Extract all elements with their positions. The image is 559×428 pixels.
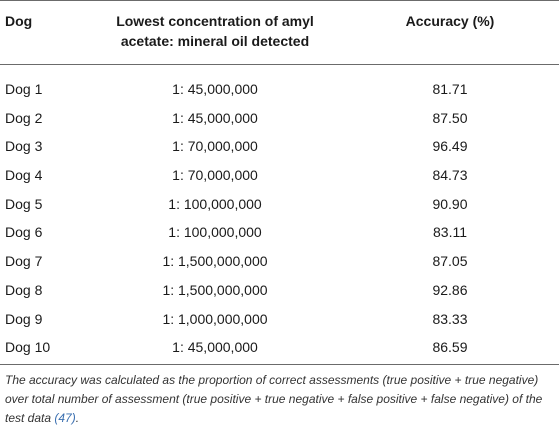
cell-concentration: 1: 45,000,000	[172, 81, 258, 97]
cell-dog: Dog 4	[5, 167, 43, 184]
table-row: Dog 2 1: 45,000,000 87.50	[0, 104, 559, 133]
cell-dog: Dog 2	[5, 109, 43, 126]
cell-concentration: 1: 70,000,000	[172, 167, 258, 184]
table-top-rule	[0, 0, 559, 1]
cell-concentration: 1: 1,000,000,000	[162, 310, 268, 327]
cell-accuracy: 81.71	[432, 81, 468, 97]
table-bottom-rule	[0, 364, 559, 365]
footnote-citation-link[interactable]: (47)	[54, 411, 76, 425]
table-row: Dog 8 1: 1,500,000,000 92.86	[0, 276, 559, 305]
cell-accuracy: 96.49	[432, 138, 468, 155]
cell-accuracy: 86.59	[432, 339, 468, 356]
header-accuracy: Accuracy (%)	[405, 13, 495, 29]
table-row: Dog 1 1: 45,000,000 81.71	[0, 75, 559, 104]
cell-concentration: 1: 45,000,000	[172, 339, 258, 356]
cell-concentration: 1: 100,000,000	[168, 224, 262, 241]
table-body: Dog 1 1: 45,000,000 81.71 Dog 2 1: 45,00…	[0, 75, 559, 362]
table-row: Dog 7 1: 1,500,000,000 87.05	[0, 247, 559, 276]
cell-concentration: 1: 1,500,000,000	[162, 281, 268, 298]
cell-concentration: 1: 45,000,000	[172, 109, 258, 126]
cell-concentration: 1: 100,000,000	[168, 195, 262, 212]
table-row: Dog 5 1: 100,000,000 90.90	[0, 190, 559, 219]
cell-accuracy: 87.50	[432, 109, 468, 126]
table-footnote: The accuracy was calculated as the propo…	[5, 371, 555, 428]
table-row: Dog 6 1: 100,000,000 83.11	[0, 218, 559, 247]
cell-dog: Dog 6	[5, 224, 43, 241]
cell-dog: Dog 10	[5, 339, 51, 356]
cell-accuracy: 87.05	[432, 253, 468, 270]
table-row: Dog 4 1: 70,000,000 84.73	[0, 161, 559, 190]
cell-dog: Dog 8	[5, 281, 43, 298]
cell-dog: Dog 1	[5, 81, 43, 97]
table-row: Dog 10 1: 45,000,000 86.59	[0, 333, 559, 362]
footnote-period: .	[75, 411, 80, 425]
cell-accuracy: 83.11	[433, 224, 467, 241]
footnote-text: The accuracy was calculated as the propo…	[5, 373, 543, 425]
header-dog: Dog	[5, 13, 33, 29]
cell-concentration: 1: 70,000,000	[172, 138, 258, 155]
cell-dog: Dog 9	[5, 310, 43, 327]
header-concentration: Lowest concentration of amyl acetate: mi…	[116, 13, 314, 49]
cell-dog: Dog 5	[5, 195, 43, 212]
cell-accuracy: 83.33	[432, 310, 468, 327]
table-header-rule	[0, 64, 559, 65]
cell-accuracy: 84.73	[432, 167, 468, 184]
cell-dog: Dog 3	[5, 138, 43, 155]
cell-accuracy: 90.90	[432, 195, 468, 212]
table-row: Dog 9 1: 1,000,000,000 83.33	[0, 305, 559, 334]
cell-accuracy: 92.86	[432, 281, 468, 298]
table-row: Dog 3 1: 70,000,000 96.49	[0, 132, 559, 161]
cell-dog: Dog 7	[5, 253, 43, 270]
cell-concentration: 1: 1,500,000,000	[162, 253, 268, 270]
